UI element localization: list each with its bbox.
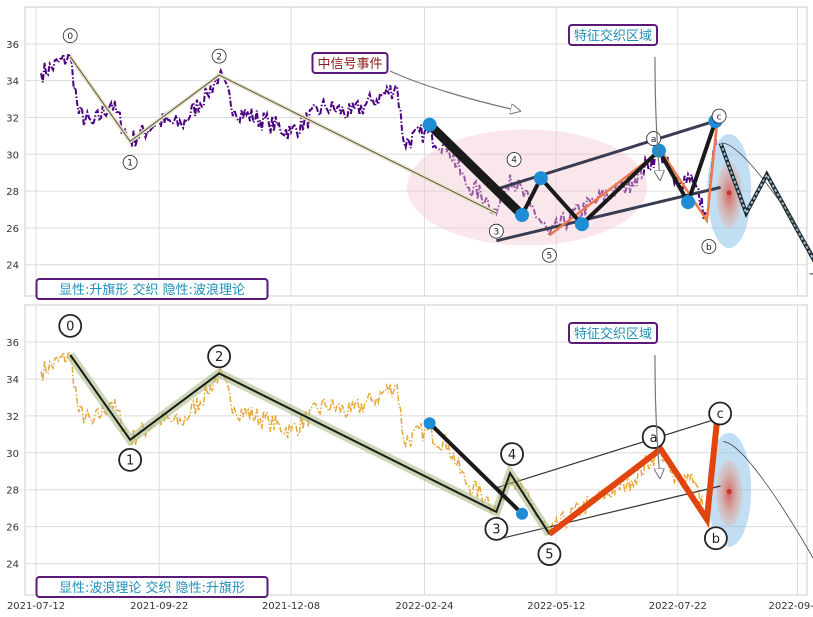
signal-event-box	[311, 52, 389, 74]
flag-point	[515, 208, 530, 223]
wave-label-b-text: b	[706, 243, 712, 253]
wave-label-3-text: 3	[494, 227, 500, 237]
wave-label-2-circle	[211, 48, 227, 64]
channel-upper	[496, 417, 721, 489]
corrective-path	[548, 120, 719, 237]
y-tick-label: 30	[6, 449, 19, 460]
wave-label-b-text: b	[712, 532, 720, 547]
x-tick-label: 2022-09-30	[769, 601, 813, 612]
target-arc	[723, 142, 813, 256]
wave-label-2-text: 2	[216, 52, 222, 62]
legend-top-box	[35, 278, 269, 300]
y-tick-label: 32	[6, 113, 19, 124]
feature-zone-text: 特征交织区域	[574, 326, 652, 342]
wave-label-5-text: 5	[547, 251, 553, 261]
y-tick-label: 24	[6, 261, 19, 272]
y-tick-label: 26	[6, 523, 19, 534]
y-tick-label: 28	[6, 187, 19, 198]
wave-label-0-text: 0	[67, 32, 73, 42]
channel-lower	[496, 485, 721, 541]
wave-label-2-text: 2	[215, 350, 223, 365]
top-panel: 24262830323436012345abc特征交织区域中信号事件显性:升旗形…	[6, 6, 813, 300]
zone-arrow	[655, 354, 660, 478]
wave-label-3-circle	[484, 516, 509, 541]
wave-label-c-text: c	[717, 112, 722, 122]
wave-label-1-text: 1	[126, 454, 134, 469]
corrective-path	[547, 419, 721, 537]
wave-label-b-circle	[701, 239, 717, 254]
wave-label-4-text: 4	[511, 156, 517, 166]
wave-label-c-text: c	[717, 407, 724, 422]
wave-label-1-circle	[118, 447, 143, 472]
y-tick-label: 24	[6, 560, 19, 571]
signal-arrow	[389, 70, 520, 111]
x-tick-label: 2022-07-22	[649, 601, 707, 612]
flag-point	[422, 117, 437, 132]
y-tick-label: 28	[6, 486, 19, 497]
y-tick-label: 36	[6, 40, 19, 51]
flag-point	[681, 195, 696, 210]
flag-point	[574, 217, 589, 232]
channel-upper	[495, 117, 722, 191]
flag-point	[516, 507, 529, 520]
target-arc	[723, 441, 813, 559]
x-tick-label: 2022-05-12	[527, 601, 585, 612]
wave-label-0-text: 0	[66, 320, 74, 335]
y-tick-label: 34	[6, 77, 19, 88]
flag-pole	[426, 121, 526, 219]
legend-bottom-text: 显性:波浪理论 交织 隐性:升旗形	[59, 580, 245, 596]
feature-zone-text: 特征交织区域	[574, 28, 652, 44]
wave-label-2-circle	[207, 344, 232, 369]
y-tick-label: 26	[6, 224, 19, 235]
wave-label-4-circle	[506, 152, 522, 167]
wave-label-4-text: 4	[508, 448, 516, 463]
wave-line	[69, 354, 551, 535]
wave-label-1-text: 1	[127, 159, 133, 169]
wave-label-3-circle	[488, 223, 504, 239]
target-center	[726, 190, 732, 196]
x-tick-label: 2021-12-08	[262, 601, 320, 612]
wave-label-a-text: a	[651, 135, 657, 145]
wave-label-a-circle	[641, 425, 666, 449]
wave-label-4-circle	[500, 442, 524, 466]
legend-bottom-box	[35, 576, 269, 598]
flag-point	[651, 143, 666, 158]
signal-event-text: 中信号事件	[317, 57, 382, 72]
target-center	[726, 489, 732, 495]
legend-top-text: 显性:升旗形 交织 隐性:波浪理论	[59, 282, 245, 298]
plot-frame	[24, 6, 808, 297]
plot-frame	[24, 304, 808, 596]
price-line	[40, 50, 719, 239]
x-tick-label: 2021-07-12	[7, 601, 65, 612]
y-tick-label: 30	[6, 150, 19, 161]
wave-label-5-text: 5	[545, 548, 553, 563]
flag-segment	[428, 421, 524, 516]
wave-label-1-circle	[122, 154, 138, 170]
wave-line	[69, 56, 497, 214]
feature-zone-box	[568, 322, 658, 344]
y-tick-label: 34	[6, 375, 19, 386]
wave-label-a-text: a	[650, 431, 658, 446]
x-tick-label: 2022-02-24	[395, 601, 453, 612]
x-tick-label: 2021-09-22	[130, 601, 188, 612]
y-tick-label: 32	[6, 412, 19, 423]
wave-label-b-circle	[703, 526, 728, 551]
flag-point	[423, 417, 436, 430]
wave-label-0-circle	[62, 28, 78, 44]
wave-label-c-circle	[708, 401, 733, 426]
feature-zone-box	[568, 24, 658, 46]
zone-arrow	[655, 56, 660, 180]
projection-line	[719, 142, 813, 261]
wave-label-3-text: 3	[492, 523, 500, 538]
flag-point	[533, 171, 548, 186]
y-tick-label: 36	[6, 338, 19, 349]
wave-label-c-circle	[711, 108, 727, 124]
wave-label-0-circle	[58, 313, 83, 338]
wave-label-5-circle	[537, 542, 562, 566]
wave-label-5-circle	[542, 247, 557, 263]
